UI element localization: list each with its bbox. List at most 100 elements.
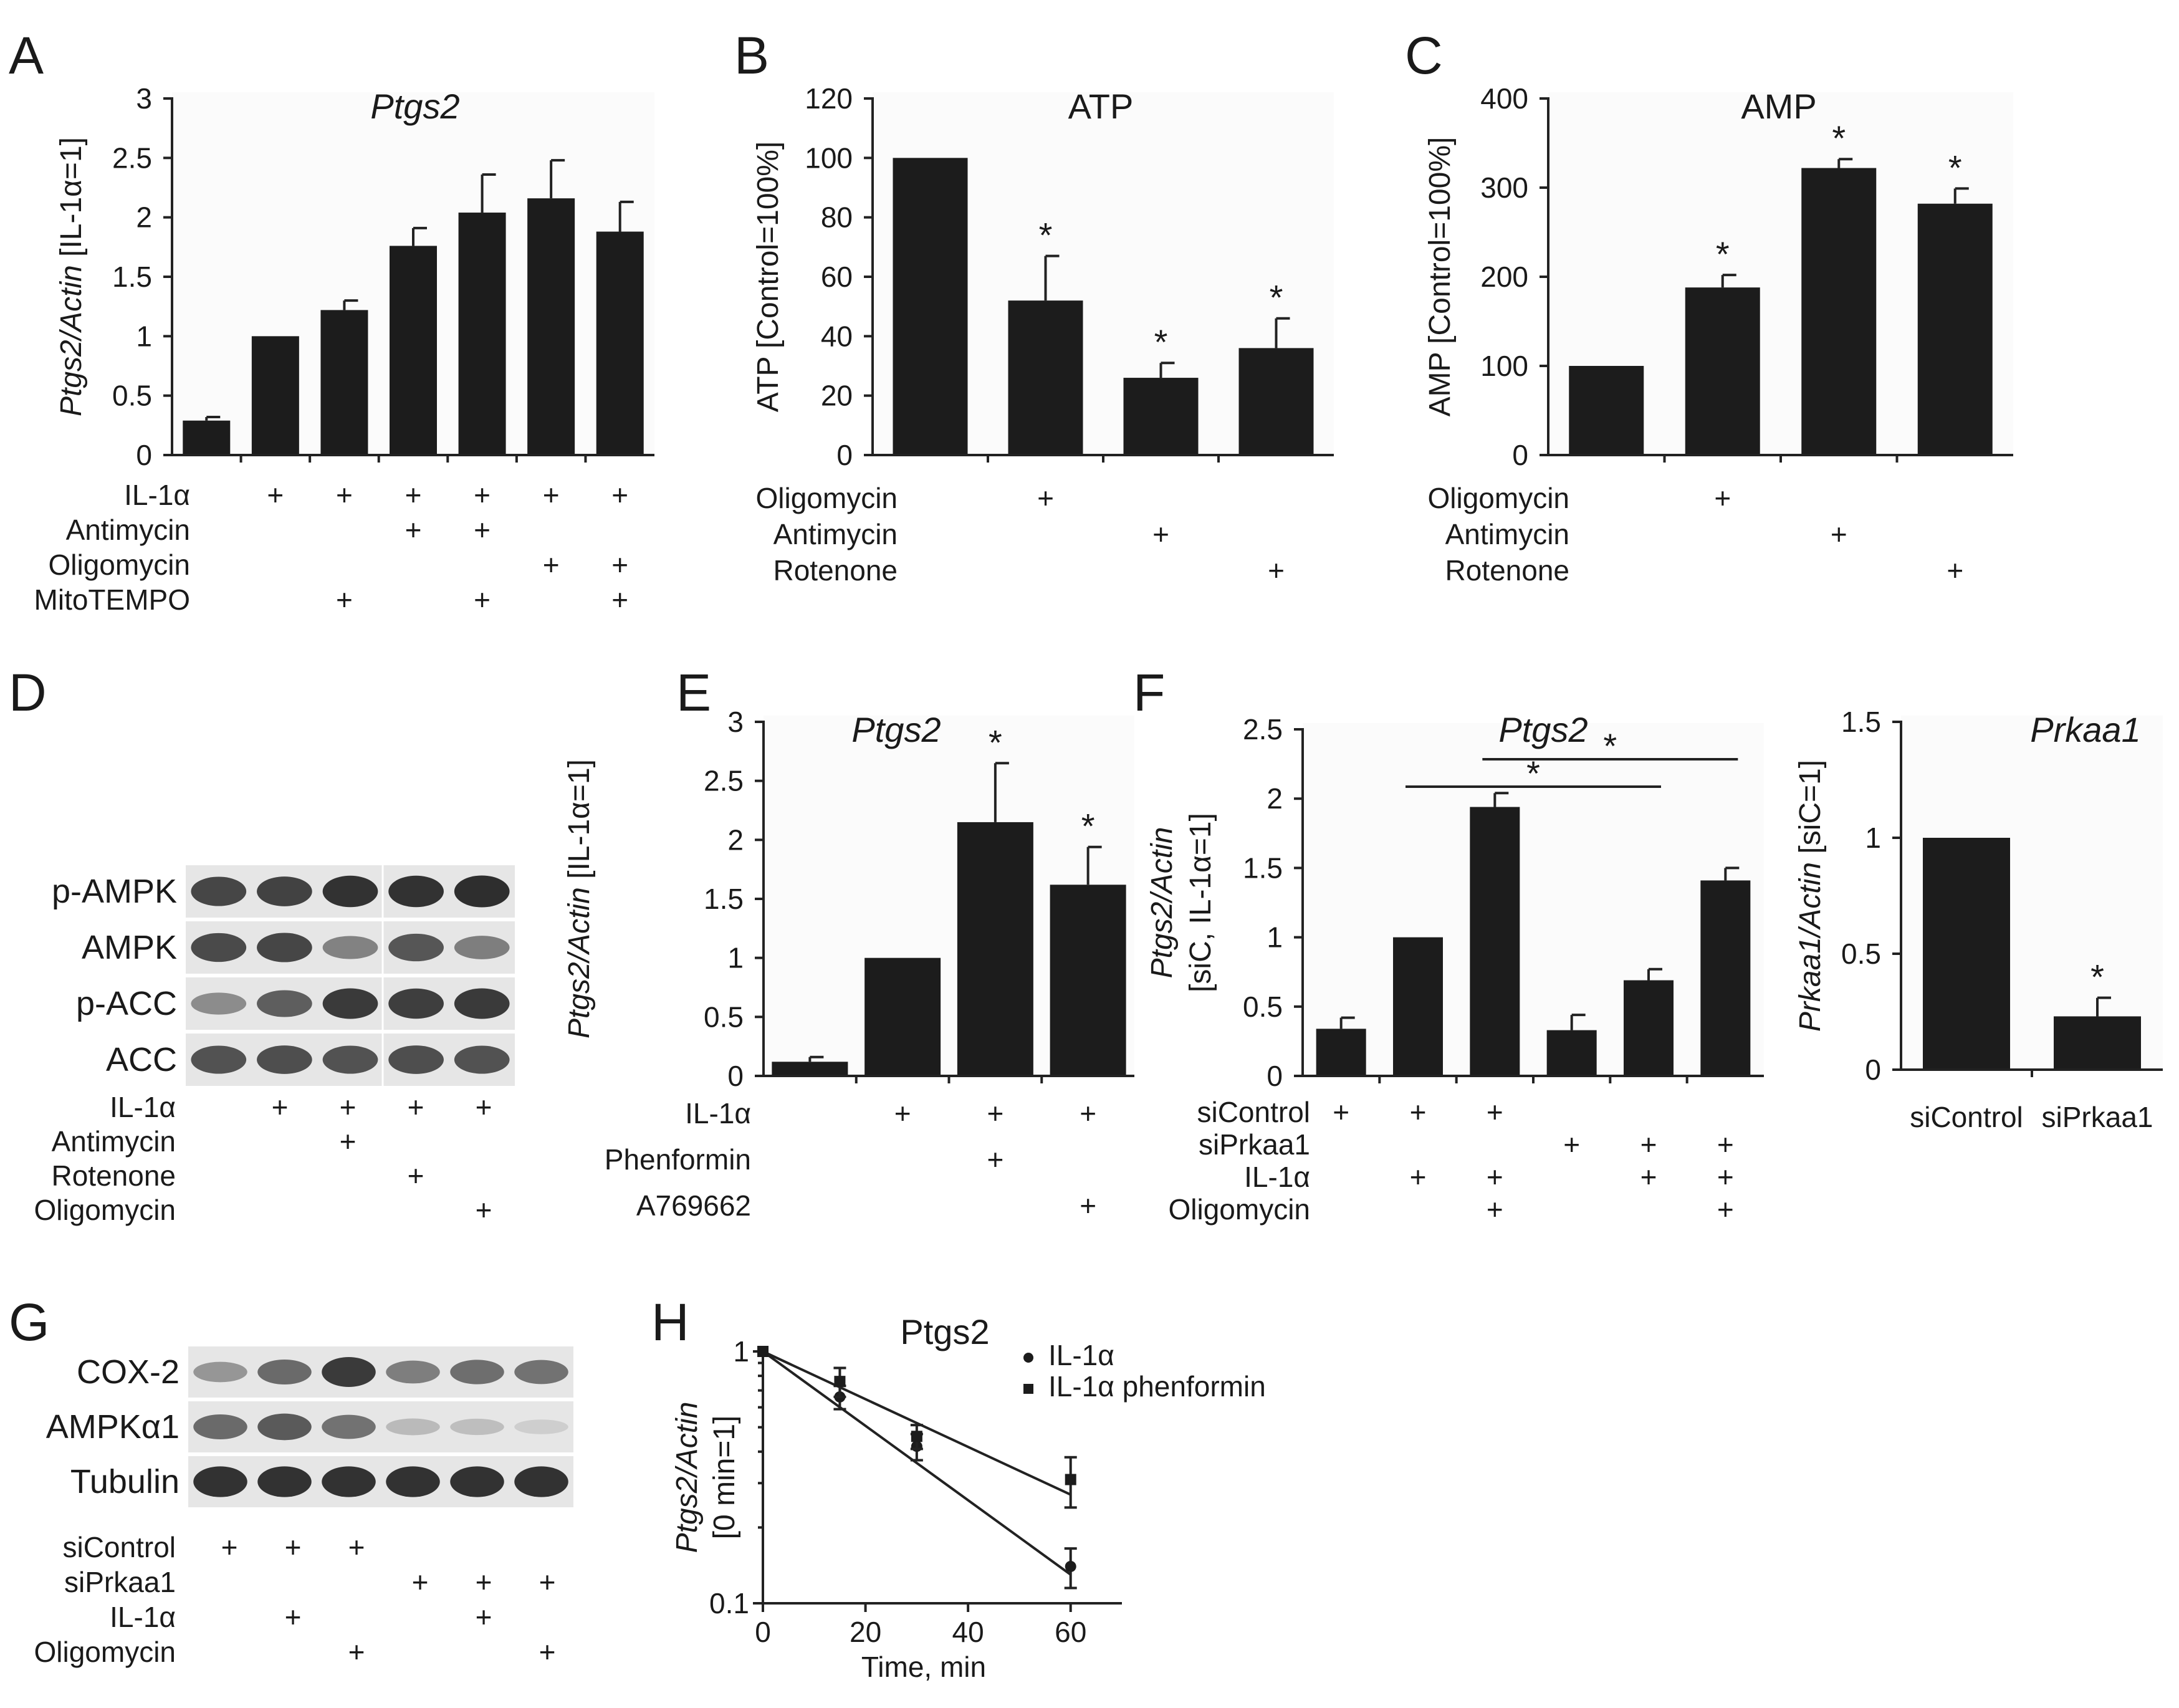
bar: [251, 336, 299, 455]
y-tick-label: 20: [821, 380, 853, 412]
bar: [527, 198, 575, 455]
condition-plus: +: [272, 1091, 289, 1123]
condition-plus: +: [474, 514, 491, 546]
blot-band: [191, 876, 247, 906]
bar: [957, 822, 1033, 1076]
x-tick-label: 60: [1055, 1616, 1086, 1648]
blot-strip: [188, 1346, 573, 1398]
blot-band: [191, 933, 247, 962]
bar: [864, 957, 941, 1076]
condition-label: Antimycin: [1445, 518, 1569, 550]
y-tick-label: 1.5: [704, 883, 744, 915]
y-tick-label: 0.5: [1243, 991, 1283, 1023]
x-tick-label: siPrkaa1: [2042, 1101, 2153, 1133]
condition-label: MitoTEMPO: [34, 583, 190, 616]
y-tick-label: 0.5: [112, 380, 152, 412]
blot-strip: [188, 1401, 573, 1452]
y-tick-label: 1.5: [112, 261, 152, 293]
condition-plus: +: [1080, 1189, 1096, 1222]
condition-plus: +: [285, 1531, 302, 1563]
y-axis-title-norm: [IL-1α=1]: [563, 759, 596, 887]
blot-band: [386, 1466, 440, 1497]
y-axis-title: Ptgs2/Actin [0 min=1]: [671, 1402, 741, 1553]
y-tick-label: 2.5: [1243, 713, 1283, 746]
y-tick-label: 1: [1865, 822, 1881, 854]
data-point: [757, 1346, 769, 1357]
condition-plus: +: [336, 479, 353, 511]
condition-label: Rotenone: [52, 1159, 176, 1192]
blot-row-label: p-AMPK: [52, 873, 177, 910]
condition-label: IL-1α: [110, 1601, 176, 1633]
condition-plus: +: [539, 1636, 556, 1668]
blot-band: [386, 1418, 440, 1436]
condition-label: Oligomycin: [1427, 482, 1569, 514]
condition-plus: +: [476, 1091, 492, 1123]
y-axis-title-gene: Ptgs2/Actin: [563, 887, 596, 1039]
y-tick-label: 0: [727, 1060, 744, 1092]
condition-plus: +: [1640, 1128, 1657, 1161]
panel-letter-a: A: [9, 26, 44, 85]
condition-plus: +: [221, 1531, 238, 1563]
x-tick-label: 0: [755, 1616, 771, 1648]
y-tick-label: 0.5: [1841, 938, 1881, 970]
bar: [596, 231, 644, 455]
y-axis-title-norm: [IL-1α=1]: [55, 137, 88, 265]
bar: [1123, 378, 1199, 455]
panel-h: 0 20 40 60 0.1 1 Ptgs2 Time, min Ptgs2/Actin [0 m…: [671, 1312, 1266, 1683]
blot-row-label: AMPKα1: [46, 1408, 180, 1446]
condition-label: Antimycin: [66, 514, 190, 546]
condition-plus: +: [1563, 1128, 1580, 1161]
blot-band: [450, 1466, 504, 1497]
significance-star: *: [1832, 118, 1846, 158]
y-tick-label: 80: [821, 201, 853, 234]
blot-band: [454, 936, 510, 959]
bar: [458, 213, 506, 455]
blot-band: [257, 933, 312, 962]
y-tick-label: 400: [1480, 82, 1528, 115]
condition-plus: +: [340, 1091, 357, 1123]
blot-band: [193, 1361, 247, 1383]
chart-title: Prkaa1: [2030, 710, 2140, 749]
condition-plus: +: [1487, 1096, 1503, 1128]
panel-letter-d: D: [9, 663, 47, 722]
condition-plus: +: [987, 1097, 1003, 1130]
y-tick-label: 100: [805, 142, 853, 174]
blot-band: [257, 990, 312, 1017]
condition-label: IL-1α: [124, 479, 190, 511]
blot-band: [322, 1466, 376, 1497]
x-tick-label: 40: [952, 1616, 984, 1648]
condition-label: Antimycin: [52, 1125, 176, 1158]
bar: [1050, 885, 1126, 1076]
bar: [1685, 287, 1760, 455]
condition-plus: +: [543, 549, 560, 581]
significance-star: *: [1081, 807, 1095, 846]
bar: [1624, 980, 1674, 1076]
condition-plus: +: [1717, 1128, 1734, 1161]
y-tick-label: 1: [733, 1335, 749, 1368]
condition-plus: +: [1831, 518, 1847, 550]
blot-band: [257, 1359, 312, 1385]
blot-band: [257, 1466, 312, 1497]
condition-plus: +: [611, 583, 628, 616]
blot-band: [322, 1045, 378, 1074]
y-tick-label: 2.5: [704, 765, 744, 797]
blot-band: [514, 1419, 568, 1434]
condition-plus: +: [336, 583, 353, 616]
condition-label: siControl: [62, 1531, 176, 1563]
blot-band: [257, 1413, 312, 1441]
condition-plus: +: [1410, 1096, 1427, 1128]
condition-plus: +: [408, 1091, 424, 1123]
y-tick-label: 0: [136, 439, 152, 471]
condition-label: siPrkaa1: [1199, 1128, 1310, 1161]
blot-row-label: Tubulin: [70, 1463, 180, 1500]
legend-label: IL-1α: [1048, 1339, 1114, 1371]
condition-plus: +: [405, 514, 422, 546]
bar: [1238, 348, 1314, 455]
blot-row-label: COX-2: [77, 1353, 180, 1391]
significance-star: *: [1154, 322, 1168, 362]
y-tick-label: 40: [821, 320, 853, 352]
chart-title: Ptgs2: [1498, 710, 1588, 749]
bar: [1801, 168, 1877, 455]
y-tick-label: 1.5: [1243, 852, 1283, 884]
data-point: [1065, 1474, 1076, 1485]
